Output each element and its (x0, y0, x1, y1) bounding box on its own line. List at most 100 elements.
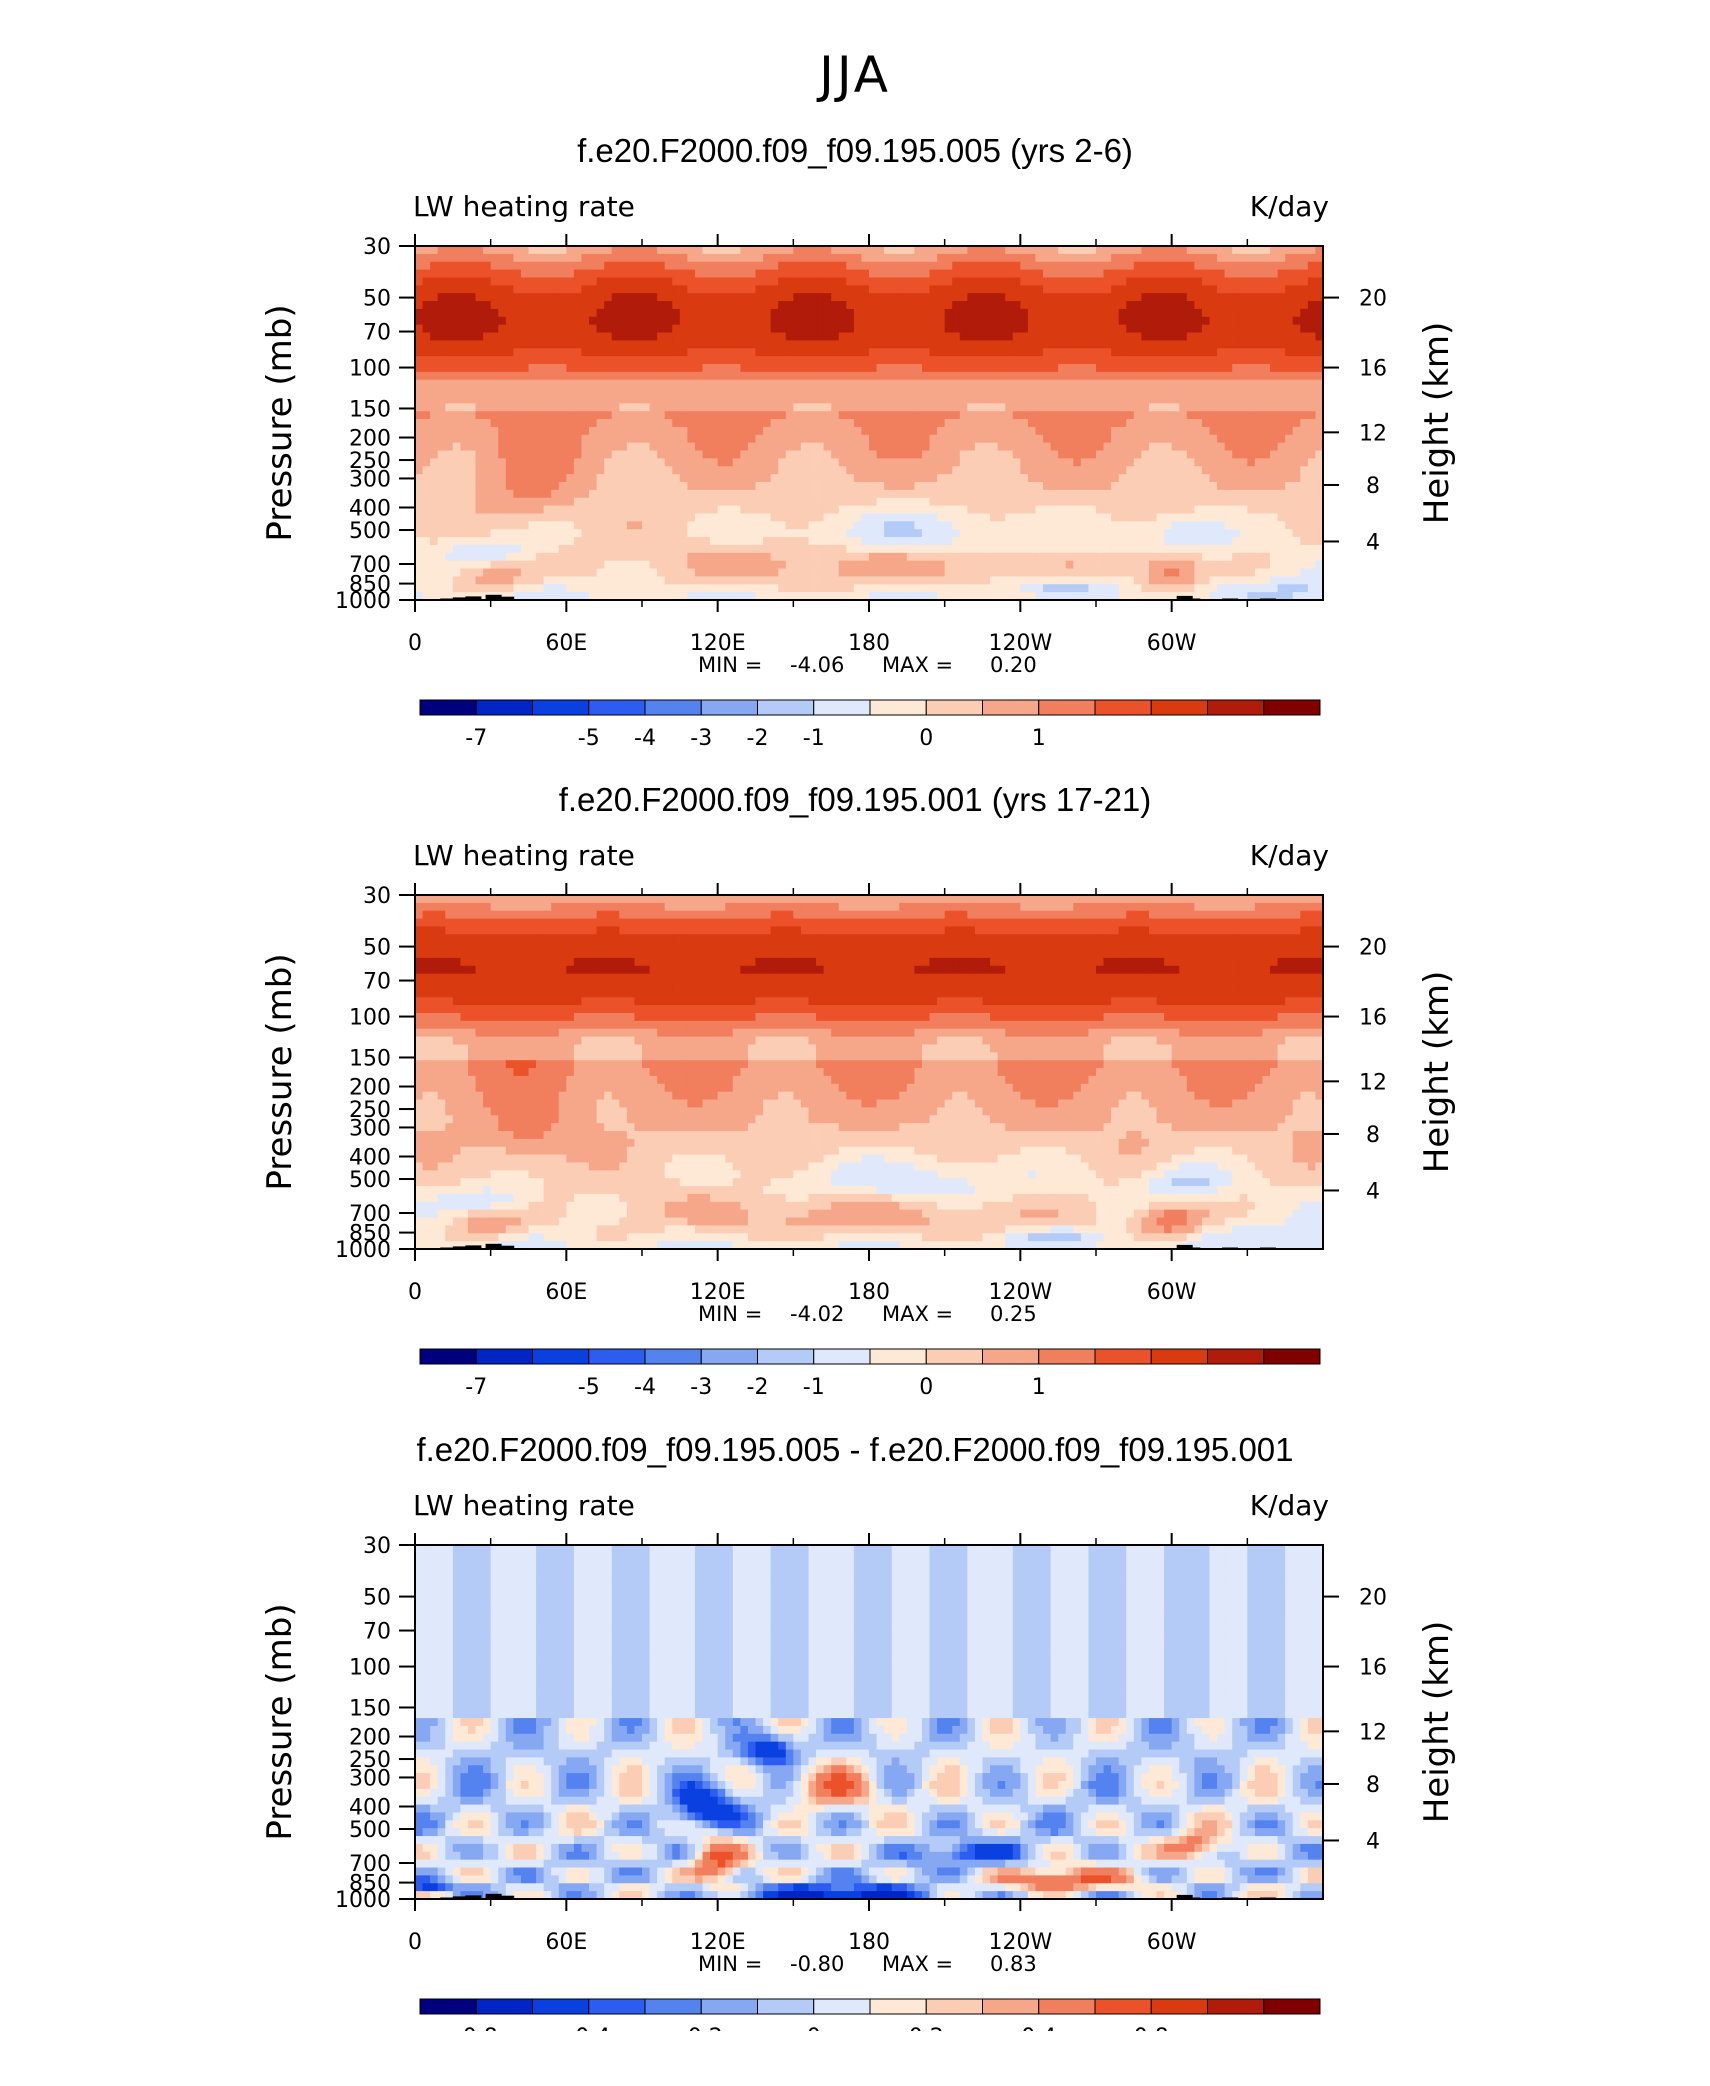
heatmap-cell (1058, 340, 1067, 349)
heatmap-cell (1209, 316, 1218, 326)
heatmap-cell (1133, 474, 1142, 483)
heatmap-cell (1254, 474, 1264, 483)
heatmap-cell (740, 371, 749, 381)
heatmap-cell (1292, 387, 1301, 397)
heatmap-cell (1217, 537, 1226, 546)
heatmap-cell (763, 379, 772, 389)
heatmap-cell (679, 308, 688, 318)
heatmap-cell (634, 537, 643, 546)
heatmap-cell (1292, 371, 1301, 381)
heatmap-cell (1217, 356, 1226, 365)
heatmap-cell (823, 482, 832, 491)
heatmap-cell (528, 482, 537, 491)
heatmap-cell (770, 474, 779, 483)
heatmap-cell (816, 387, 825, 397)
heatmap-cell (740, 277, 749, 286)
heatmap-cell (1194, 434, 1203, 444)
heatmap-cell (536, 411, 545, 420)
heatmap-cell (921, 521, 931, 530)
heatmap-cell (1179, 293, 1188, 302)
heatmap-cell (1096, 466, 1105, 475)
heatmap-cell (490, 434, 499, 444)
heatmap-cell (528, 450, 537, 459)
heatmap-cell (430, 489, 439, 499)
heatmap-cell (1262, 253, 1271, 263)
heatmap-cell (558, 513, 567, 522)
heatmap-cell (1217, 411, 1226, 420)
heatmap-cell (702, 434, 711, 444)
heatmap-cell (498, 253, 507, 263)
heatmap-cell (467, 466, 477, 475)
heatmap-cell (899, 364, 908, 373)
heatmap-cell (831, 324, 840, 334)
heatmap-cell (1126, 505, 1135, 515)
heatmap-cell (725, 482, 734, 491)
heatmap-cell (755, 253, 764, 263)
heatmap-cell (551, 529, 560, 538)
heatmap-cell (755, 560, 764, 570)
heatmap-cell (596, 474, 605, 483)
heatmap-cell (800, 434, 810, 444)
heatmap-cell (445, 371, 454, 381)
heatmap-cell (1020, 269, 1029, 279)
heatmap-cell (1027, 419, 1037, 428)
heatmap-cell (581, 544, 590, 554)
heatmap-cell (1209, 395, 1218, 404)
heatmap-cell (528, 293, 537, 302)
heatmap-cell (732, 356, 741, 365)
heatmap-cell (785, 261, 794, 271)
heatmap-cell (619, 560, 628, 570)
heatmap-cell (1080, 458, 1090, 467)
heatmap-cell (1133, 505, 1142, 515)
heatmap-cell (770, 505, 779, 515)
heatmap-cell (1156, 497, 1165, 507)
heatmap-cell (1201, 537, 1211, 546)
heatmap-cell (899, 379, 908, 389)
heatmap-cell (990, 513, 999, 522)
heatmap-cell (770, 513, 779, 522)
heatmap-cell (1020, 466, 1029, 475)
heatmap-cell (763, 395, 772, 404)
heatmap-cell (626, 552, 636, 562)
heatmap-cell (823, 434, 832, 444)
heatmap-cell (1277, 521, 1286, 530)
heatmap-cell (974, 332, 984, 341)
heatmap-cell (831, 521, 840, 530)
heatmap-cell (1224, 246, 1233, 255)
heatmap-cell (573, 552, 583, 562)
heatmap-cell (1186, 497, 1195, 507)
heatmap-cell (589, 246, 598, 255)
heatmap-cell (846, 387, 855, 397)
heatmap-cell (536, 466, 545, 475)
heatmap-cell (604, 301, 613, 310)
heatmap-cell (906, 450, 915, 459)
heatmap-cell (1179, 426, 1188, 436)
heatmap-cell (1156, 308, 1165, 318)
heatmap-cell (990, 482, 999, 491)
heatmap-cell (921, 340, 931, 349)
heatmap-cell (838, 521, 847, 530)
heatmap-cell (642, 253, 651, 263)
heatmap-cell (1224, 537, 1233, 546)
heatmap-cell (430, 505, 439, 515)
heatmap-cell (869, 529, 878, 538)
heatmap-cell (649, 387, 658, 397)
heatmap-cell (1005, 513, 1014, 522)
heatmap-cell (1307, 379, 1317, 389)
heatmap-cell (1277, 419, 1286, 428)
heatmap-cell (543, 356, 552, 365)
heatmap-cell (710, 434, 719, 444)
heatmap-cell (1012, 466, 1021, 475)
heatmap-cell (1073, 419, 1082, 428)
heatmap-cell (982, 356, 991, 365)
heatmap-cell (1186, 293, 1195, 302)
heatmap-cell (755, 458, 764, 467)
heatmap-cell (551, 497, 560, 507)
heatmap-cell (710, 419, 719, 428)
heatmap-cell (1164, 474, 1173, 483)
heatmap-cell (1005, 379, 1014, 389)
heatmap-cell (710, 324, 719, 334)
heatmap-cell (710, 301, 719, 310)
heatmap-cell (694, 356, 704, 365)
heatmap-cell (906, 419, 915, 428)
